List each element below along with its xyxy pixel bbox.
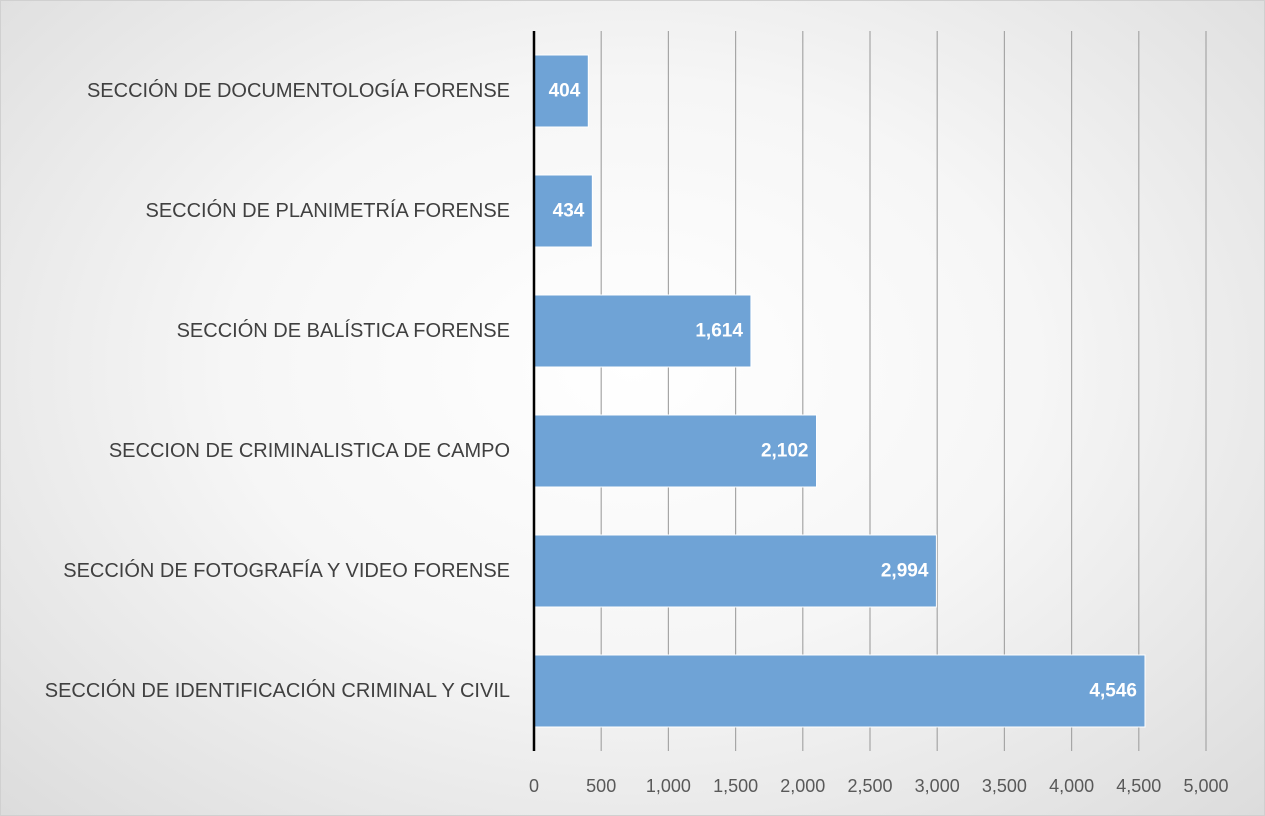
category-label: SECCION DE CRIMINALISTICA DE CAMPO: [109, 440, 510, 462]
data-label: 404: [549, 81, 581, 102]
x-tick-label: 1,000: [646, 776, 691, 796]
bar: [534, 535, 936, 607]
x-tick-label: 4,500: [1116, 776, 1161, 796]
x-tick-label: 2,000: [780, 776, 825, 796]
data-label: 2,102: [761, 441, 809, 462]
data-label: 1,614: [695, 321, 743, 342]
category-label: SECCIÓN DE BALÍSTICA FORENSE: [177, 319, 510, 342]
category-label: SECCIÓN DE PLANIMETRÍA FORENSE: [145, 199, 510, 222]
x-tick-label: 2,500: [847, 776, 892, 796]
x-tick-label: 1,500: [713, 776, 758, 796]
x-tick-label: 4,000: [1049, 776, 1094, 796]
x-tick-label: 500: [586, 776, 616, 796]
x-tick-label: 3,500: [982, 776, 1027, 796]
x-tick-label: 0: [529, 776, 539, 796]
data-label: 4,546: [1089, 681, 1137, 702]
data-label: 2,994: [881, 561, 929, 582]
data-label: 434: [553, 201, 585, 222]
category-label: SECCIÓN DE FOTOGRAFÍA Y VIDEO FORENSE: [63, 559, 510, 582]
x-tick-label: 5,000: [1183, 776, 1228, 796]
bar: [534, 655, 1145, 727]
category-label: SECCIÓN DE DOCUMENTOLOGÍA FORENSE: [87, 79, 510, 102]
x-tick-label: 3,000: [915, 776, 960, 796]
category-label: SECCIÓN DE IDENTIFICACIÓN CRIMINAL Y CIV…: [45, 679, 510, 702]
